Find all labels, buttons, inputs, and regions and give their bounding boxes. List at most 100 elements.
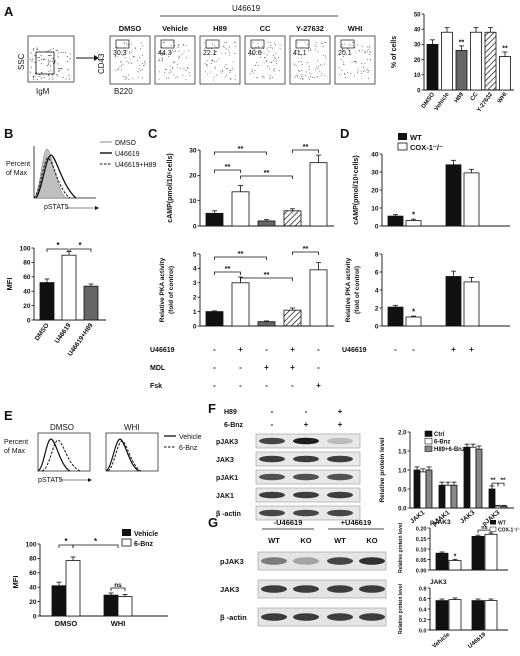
flow-dot bbox=[119, 61, 121, 63]
flow-dot bbox=[268, 46, 270, 48]
gate-dot bbox=[32, 58, 34, 60]
flow-dot bbox=[302, 79, 304, 81]
blot-f-band bbox=[259, 455, 285, 463]
chart-g-top-ylabel: Relative protein level bbox=[398, 522, 404, 573]
chart-a-ytick-label: 40 bbox=[414, 28, 421, 34]
flow-dot bbox=[136, 60, 138, 62]
blot-f-treatment-label: H89 bbox=[224, 409, 237, 416]
flow-dot bbox=[351, 61, 353, 63]
blot-g-band bbox=[261, 613, 287, 621]
blot-f-band bbox=[327, 509, 353, 517]
chart-f-bar bbox=[425, 469, 433, 509]
flow-dot bbox=[185, 45, 187, 47]
chart-d-top-ytick-label: 0 bbox=[375, 223, 379, 230]
flow-dot bbox=[252, 42, 254, 44]
chart-a-ytick-label: 20 bbox=[414, 58, 421, 64]
flow-dot bbox=[131, 49, 133, 51]
chart-c-top-ytick-label: 30 bbox=[189, 147, 197, 154]
flow-dot bbox=[366, 59, 368, 61]
flow-plot-percentage: 20.1 bbox=[338, 50, 352, 57]
flow-dot bbox=[342, 56, 344, 58]
blot-f-band bbox=[327, 437, 353, 445]
panel-letter-c: C bbox=[148, 126, 158, 141]
flow-dot bbox=[369, 52, 371, 54]
chart-f-ytick-label: 1.0 bbox=[398, 468, 407, 474]
flow-dot bbox=[307, 48, 309, 50]
flow-dot bbox=[171, 52, 173, 54]
flow-dot bbox=[177, 66, 179, 68]
chart-e-bracket-ns bbox=[110, 587, 126, 591]
flow-dot bbox=[279, 48, 281, 50]
flow-dot bbox=[127, 74, 129, 76]
treatment-mark-c: - bbox=[213, 381, 216, 390]
flow-dot bbox=[170, 44, 172, 46]
chart-c-bot-ylabel-1: Relative PKA activity bbox=[159, 257, 166, 322]
chart-e-ytick-label: 0 bbox=[33, 613, 37, 620]
flow-dot bbox=[214, 45, 216, 47]
chart-c-bot-bar bbox=[205, 311, 224, 327]
flow-dot bbox=[229, 46, 231, 48]
flow-dot bbox=[225, 52, 227, 54]
blot-g-band bbox=[293, 585, 319, 593]
gate-dot bbox=[43, 77, 45, 79]
chart-d-top-ytick-label: 20 bbox=[371, 187, 379, 194]
flow-dot bbox=[367, 70, 369, 72]
chart-e-ylabel: MFI bbox=[11, 576, 20, 589]
chart-c-bot-sig: ** bbox=[264, 270, 270, 279]
blot-g-group-label: +U46619 bbox=[341, 518, 372, 527]
flow-dot bbox=[141, 77, 143, 79]
gate-dot bbox=[43, 58, 45, 60]
blot-g-strip bbox=[257, 551, 387, 571]
flow-dot bbox=[297, 51, 299, 53]
flow-dot bbox=[257, 76, 259, 78]
flow-dot bbox=[124, 42, 126, 44]
flow-dot bbox=[126, 60, 128, 62]
flow-dot bbox=[344, 43, 346, 45]
legend-g-ko-swatch bbox=[489, 526, 497, 532]
gate-dot bbox=[68, 78, 70, 80]
treatment-mark-c: - bbox=[213, 345, 216, 354]
chart-a-sig-whi: ** bbox=[502, 46, 508, 53]
flow-dot bbox=[310, 48, 312, 50]
b220-axis-label: B220 bbox=[114, 87, 133, 96]
flow-dot bbox=[204, 48, 206, 50]
blot-f-band bbox=[327, 473, 353, 481]
chart-c-top-bracket bbox=[214, 169, 241, 173]
chart-b-ytick-label: 20 bbox=[23, 303, 31, 310]
flow-dot bbox=[161, 53, 163, 55]
blot-f-band bbox=[259, 437, 285, 445]
gate-dot bbox=[67, 55, 69, 58]
treatment-row-label-d: U46619 bbox=[342, 347, 367, 354]
treatment-mark-c: + bbox=[238, 345, 243, 354]
flow-dot bbox=[221, 70, 223, 72]
chart-b-sig-2: * bbox=[78, 241, 82, 250]
chart-d-top-ytick-label: 30 bbox=[371, 169, 379, 176]
treatment-row-label-c: MDL bbox=[150, 365, 166, 372]
chart-b-xtick-label: U46619 bbox=[54, 322, 73, 345]
chart-c-bot-bracket bbox=[214, 271, 241, 275]
hist-e-title-whi: WHI bbox=[124, 423, 140, 432]
gate-dot bbox=[57, 49, 59, 52]
blot-f-treatment-label: 6-Bnz bbox=[224, 422, 244, 429]
chart-e-ytick-label: 80 bbox=[29, 556, 37, 563]
flow-dot bbox=[273, 67, 275, 69]
chart-f-bar bbox=[463, 446, 471, 509]
flow-dot bbox=[161, 57, 163, 59]
flow-dot bbox=[263, 77, 265, 79]
flow-dot bbox=[130, 43, 132, 45]
gate-dot bbox=[50, 49, 52, 51]
flow-dot bbox=[115, 54, 117, 56]
flow-dot bbox=[188, 50, 190, 52]
flow-gate bbox=[250, 39, 265, 49]
flow-dot bbox=[293, 54, 295, 56]
flow-dot bbox=[161, 58, 163, 60]
treatment-mark-c: - bbox=[317, 363, 320, 372]
flow-dot bbox=[363, 71, 365, 73]
flow-dot bbox=[366, 68, 368, 70]
flow-dot bbox=[309, 75, 311, 77]
gate-dot bbox=[30, 66, 32, 68]
blot-g-lane-label: KO bbox=[300, 536, 311, 545]
gate-dot bbox=[36, 47, 38, 49]
flow-dot bbox=[138, 68, 140, 70]
gate-dot bbox=[39, 56, 41, 59]
